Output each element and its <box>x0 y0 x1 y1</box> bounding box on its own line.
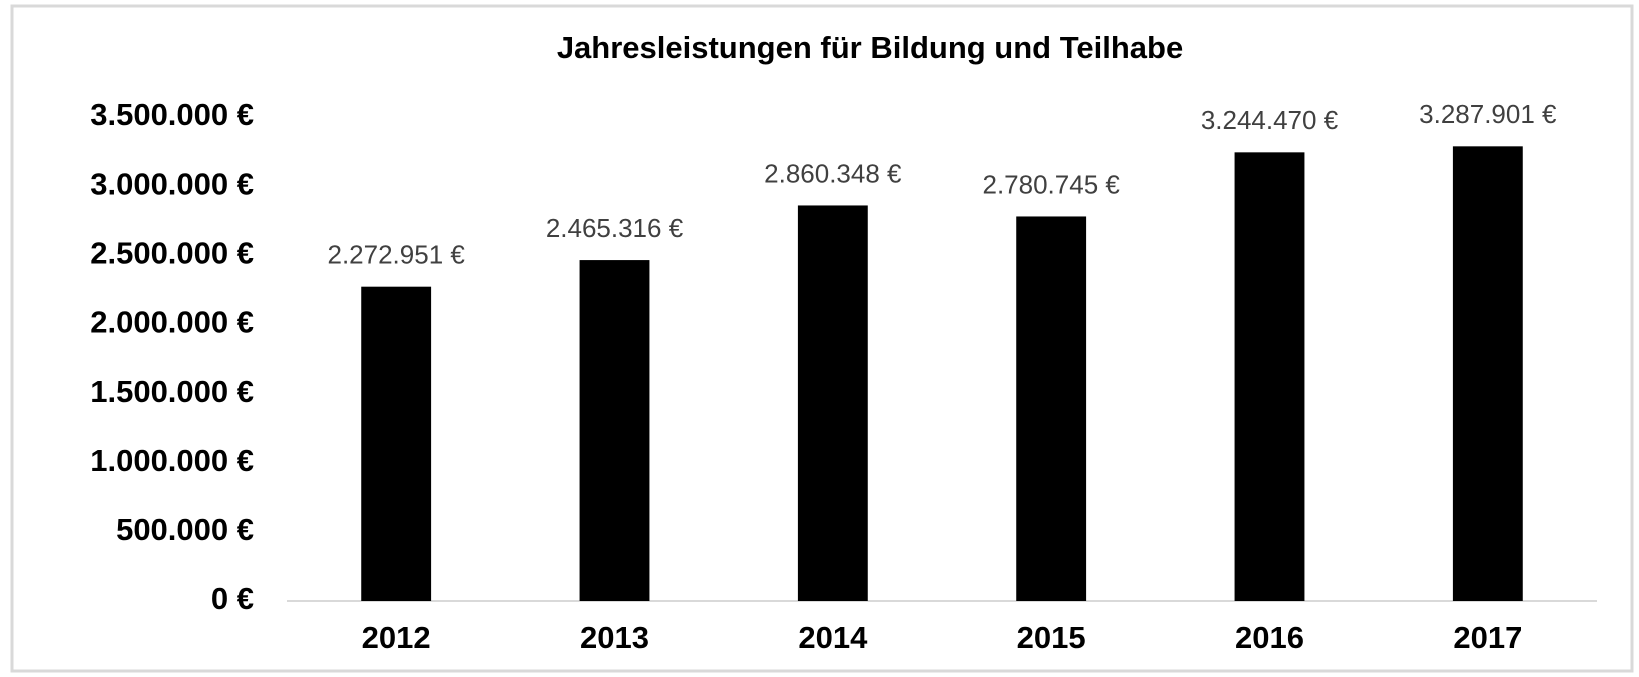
bar <box>797 205 868 602</box>
y-tick-label: 3.000.000 € <box>90 166 254 201</box>
x-tick-label: 2016 <box>1235 620 1304 655</box>
chart-title: Jahresleistungen für Bildung und Teilhab… <box>557 30 1183 65</box>
data-label: 2.272.951 € <box>327 240 465 270</box>
data-label: 3.244.470 € <box>1201 105 1339 135</box>
bar <box>579 260 650 601</box>
y-tick-label: 3.500.000 € <box>90 97 254 132</box>
x-tick-label: 2017 <box>1453 620 1522 655</box>
y-tick-label: 0 € <box>211 581 254 616</box>
y-tick-label: 1.000.000 € <box>90 443 254 478</box>
data-label: 2.465.316 € <box>546 213 684 243</box>
y-tick-label: 2.000.000 € <box>90 305 254 340</box>
y-tick-label: 1.500.000 € <box>90 374 254 409</box>
x-tick-label: 2013 <box>580 620 649 655</box>
bar <box>1234 152 1305 601</box>
x-tick-label: 2012 <box>362 620 431 655</box>
data-label: 2.780.745 € <box>982 169 1120 199</box>
y-tick-label: 2.500.000 € <box>90 235 254 270</box>
x-tick-label: 2015 <box>1017 620 1086 655</box>
bar <box>1452 146 1523 601</box>
data-label: 3.287.901 € <box>1419 99 1557 129</box>
y-tick-label: 500.000 € <box>116 512 254 547</box>
bar <box>361 286 432 601</box>
x-tick-label: 2014 <box>798 620 868 655</box>
data-label: 2.860.348 € <box>764 158 902 188</box>
bar <box>1016 216 1087 601</box>
